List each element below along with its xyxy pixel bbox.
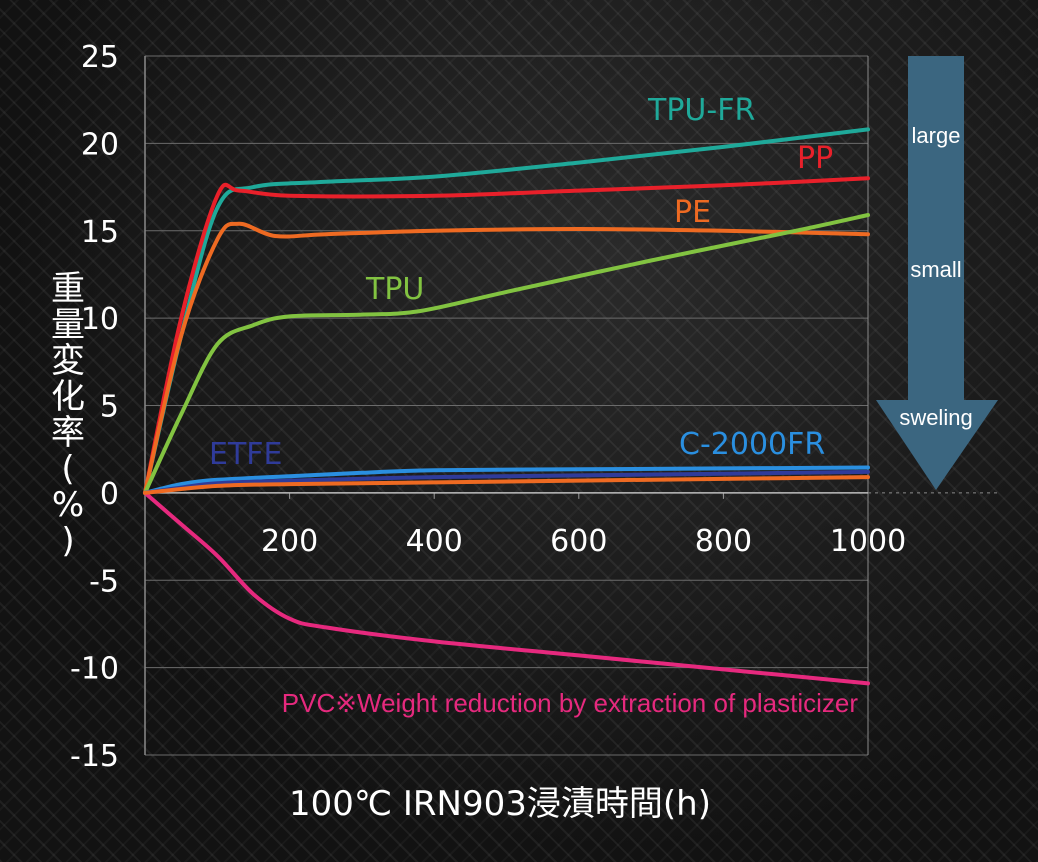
series-line-c-2000fr — [143, 465, 870, 495]
series-lines — [143, 127, 870, 686]
arrow-label-large: large — [912, 123, 961, 148]
x-tick-label: 800 — [695, 524, 752, 559]
x-tick-label: 600 — [550, 524, 607, 559]
label-tpu: TPU — [365, 272, 424, 307]
label-c2000fr: C-2000FR — [679, 427, 825, 462]
label-etfe: ETFE — [209, 437, 283, 472]
y-axis-title-char: 重 — [51, 269, 85, 309]
arrow-shape — [876, 56, 998, 490]
y-tick-label: 15 — [81, 215, 119, 250]
label-pp: PP — [797, 141, 833, 176]
y-axis-title-char: ( — [61, 449, 74, 489]
y-tick-label: 10 — [81, 302, 119, 337]
series-labels: TPU-FR PP PE TPU ETFE C-2000FR PVC※Weigh… — [209, 93, 858, 718]
arrow-label-swelling: sweling — [899, 405, 972, 430]
axes — [144, 56, 1000, 755]
series-line-etfe — [143, 469, 870, 495]
x-tick-labels: 200 400 600 800 1000 — [261, 524, 906, 559]
label-pe: PE — [674, 195, 711, 230]
series-line-pvc — [143, 490, 870, 686]
label-tpu-fr: TPU-FR — [647, 93, 755, 128]
x-axis-title: 100℃ IRN903浸漬時間(h) — [289, 784, 711, 824]
y-axis-title-char: 量 — [51, 305, 85, 345]
y-tick-label: 20 — [81, 127, 119, 162]
y-tick-label: -15 — [70, 739, 119, 774]
x-tick-label: 400 — [406, 524, 463, 559]
y-axis-title-char: % — [52, 485, 84, 525]
y-tick-label: 5 — [100, 390, 119, 425]
y-tick-label: 0 — [100, 477, 119, 512]
y-axis-title-char: 変 — [51, 341, 85, 381]
y-axis-title-char: 率 — [51, 413, 85, 453]
y-axis-title-char: ) — [61, 521, 74, 561]
series-line-pe — [143, 221, 870, 495]
label-pvc: PVC※Weight reduction by extraction of pl… — [282, 688, 859, 718]
series-line-tpu — [143, 213, 870, 495]
y-tick-labels: 25 20 15 10 5 0 -5 -10 -15 — [70, 40, 119, 774]
arrow-label-small: small — [910, 257, 961, 282]
y-tick-label: -10 — [70, 652, 119, 687]
y-tick-label: 25 — [81, 40, 119, 75]
series-line-pp — [143, 176, 870, 495]
swelling-arrow: large small sweling — [876, 56, 998, 490]
y-axis-title-char: 化 — [51, 377, 85, 417]
series-line-unlabeled — [143, 475, 870, 495]
x-tick-label: 200 — [261, 524, 318, 559]
y-tick-label: -5 — [89, 564, 119, 599]
x-tick-label: 1000 — [830, 524, 906, 559]
